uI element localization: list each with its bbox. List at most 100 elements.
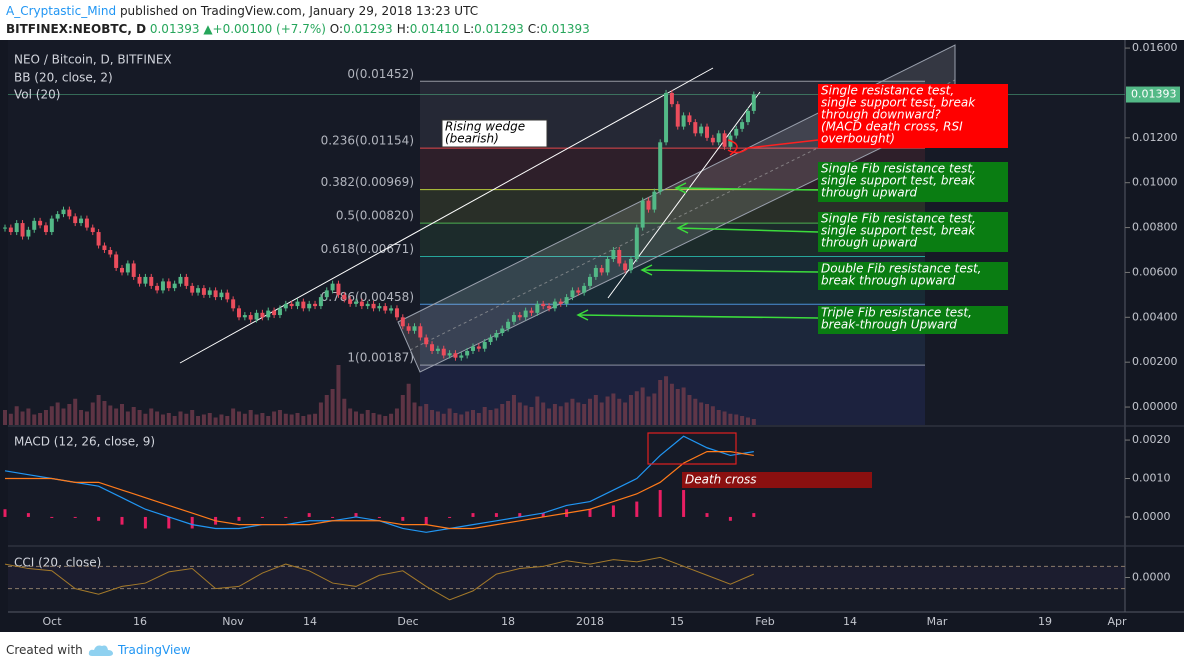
volume-bar (745, 417, 750, 425)
ohlc-value: 0.01293 (343, 22, 393, 36)
macd-histogram (635, 501, 639, 517)
volume-bar (55, 402, 60, 425)
x-tick-label: Oct (42, 615, 62, 628)
macd-histogram (307, 513, 311, 517)
candle (558, 301, 563, 304)
candle (652, 191, 657, 210)
candle (67, 209, 72, 217)
candle (377, 306, 382, 309)
volume-bar (43, 410, 48, 425)
candle (313, 303, 318, 307)
candle (354, 301, 358, 304)
x-tick-label: 2018 (576, 615, 604, 628)
candle (108, 250, 113, 255)
volume-bar (8, 413, 13, 425)
volume-bar (318, 402, 323, 425)
arrow (677, 227, 819, 233)
fib-label: 0(0.01452) (347, 67, 414, 81)
annotation-text: (bearish) (445, 132, 499, 146)
ohlc-value: 0.01393 (540, 22, 590, 36)
annotation-text: single support test, break (821, 224, 976, 238)
candle (342, 294, 347, 300)
volume-bar (640, 387, 645, 425)
x-tick-label: Mar (927, 615, 948, 628)
volume-bar (693, 398, 698, 425)
x-tick-label: 16 (133, 615, 147, 628)
volume-bar (418, 406, 423, 425)
candle (599, 267, 604, 273)
volume-bar (155, 411, 160, 425)
volume-bar (307, 414, 312, 425)
candle (155, 285, 160, 291)
candle (277, 308, 282, 316)
volume-bar (184, 413, 189, 425)
cci-line (4, 556, 754, 601)
candle (529, 310, 534, 313)
arrow (577, 314, 819, 319)
volume-bar (687, 395, 692, 425)
ohlc-key: C: (527, 22, 541, 36)
brand[interactable]: TradingView (118, 643, 191, 657)
arrow-head (640, 264, 653, 276)
volume-bar (465, 411, 470, 425)
candle (435, 348, 440, 351)
candle (564, 297, 569, 304)
macd-histogram (284, 516, 288, 518)
volume-bar (547, 408, 552, 425)
volume-bar (336, 365, 341, 425)
macd-histogram (611, 505, 615, 517)
candle (219, 292, 224, 298)
volume-bar (441, 413, 446, 425)
x-tick-label: Dec (397, 615, 418, 628)
volume-bar (354, 411, 358, 425)
volume-bar (447, 408, 452, 425)
header: A_Cryptastic_Mind published on TradingVi… (0, 0, 1184, 40)
annotation-box (818, 84, 1008, 148)
volume-bar (394, 408, 399, 425)
volume-bar (102, 401, 107, 425)
publish-line: A_Cryptastic_Mind published on TradingVi… (6, 4, 478, 18)
volume-bar (535, 396, 540, 425)
y-tick-label: 0.01200 (1132, 131, 1178, 144)
volume-bar (728, 413, 733, 425)
volume-bar (14, 406, 19, 425)
macd-histogram (73, 516, 77, 518)
candle (646, 200, 651, 210)
volume-bar (266, 416, 271, 425)
candle (213, 290, 218, 298)
candle (14, 223, 19, 233)
candle (231, 299, 236, 309)
volume-bar (254, 414, 259, 425)
volume-bar (716, 410, 721, 425)
volume-bar (149, 408, 154, 425)
candle (541, 303, 546, 307)
y-tick-label: 0.0020 (1132, 433, 1171, 446)
macd-histogram (26, 513, 30, 517)
death-cross-label: Death cross (685, 473, 756, 487)
candle (55, 214, 60, 219)
y-tick-label: 0.00800 (1132, 221, 1178, 234)
volume-bar (348, 408, 353, 425)
fib-label: 0.382(0.00969) (321, 175, 414, 189)
candle (570, 290, 575, 298)
candle (406, 326, 411, 331)
candle (32, 220, 37, 230)
candle (511, 315, 516, 322)
volume-bar (523, 405, 528, 425)
volume-bar (67, 404, 72, 425)
author-link[interactable]: A_Cryptastic_Mind (6, 4, 117, 18)
candle (324, 290, 329, 298)
candle (307, 303, 312, 309)
candle (605, 258, 610, 273)
volume-bar (541, 402, 546, 425)
volume-bar (237, 411, 241, 425)
volume-bar (471, 410, 475, 425)
candle (634, 227, 639, 259)
volume-bar (699, 402, 704, 425)
candle (196, 288, 201, 293)
fib-label: 0.236(0.01154) (321, 134, 414, 148)
arrow (727, 139, 738, 156)
x-tick-label: Feb (755, 615, 774, 628)
candle (494, 333, 499, 338)
candle (745, 110, 750, 123)
